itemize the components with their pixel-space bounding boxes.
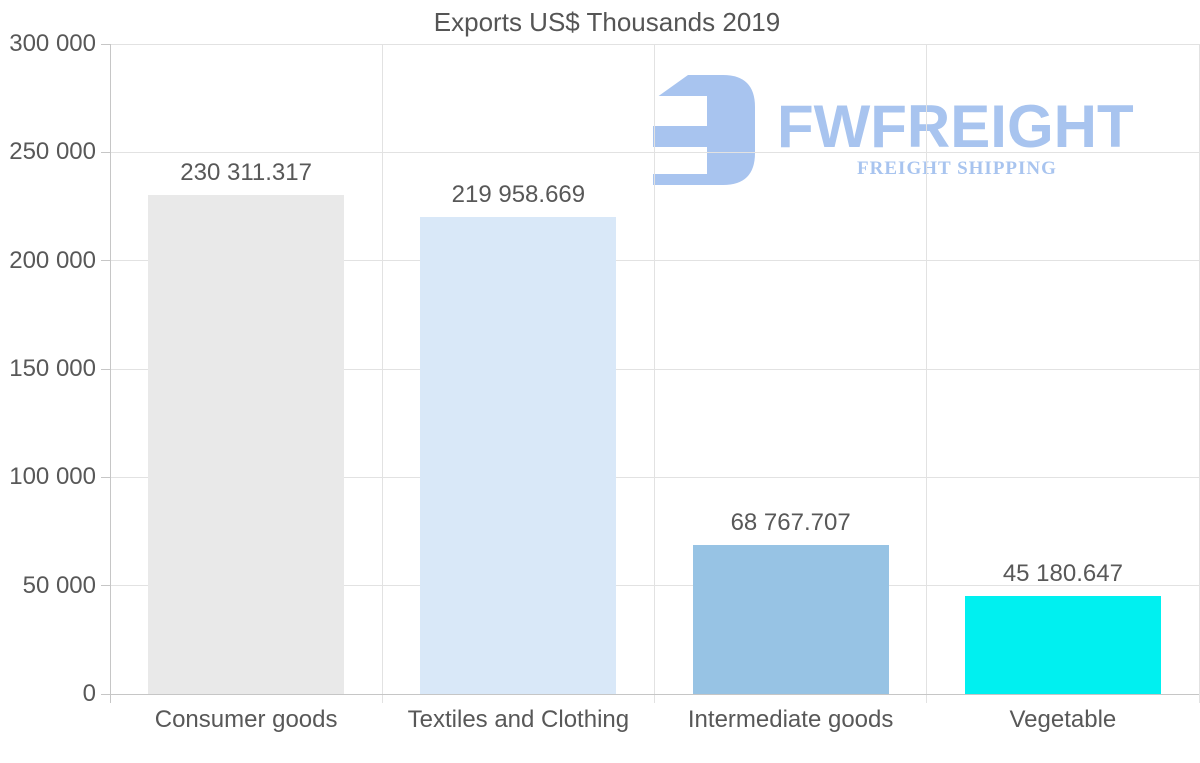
bar-intermediate-goods xyxy=(692,545,889,694)
y-axis-tick xyxy=(101,260,110,262)
x-axis-category-label: Consumer goods xyxy=(154,706,338,733)
logo-subtitle: FREIGHT SHIPPING xyxy=(857,158,1057,179)
y-axis-tick-label: 100 000 xyxy=(9,463,96,491)
logo-wordmark: FWFREIGHT xyxy=(777,93,1134,160)
bar-value-label: 230 311.317 xyxy=(180,158,312,186)
logo-mark-notch-top xyxy=(653,96,707,126)
chart-title: Exports US$ Thousands 2019 xyxy=(433,7,781,37)
y-axis-tick-label: 300 000 xyxy=(9,30,96,57)
logo-mark-icon xyxy=(653,75,755,185)
y-axis-line xyxy=(109,44,111,703)
y-axis-tick xyxy=(101,368,110,370)
y-axis-tick-label: 250 000 xyxy=(9,138,96,166)
bar-value-label: 45 180.647 xyxy=(1002,560,1123,588)
gridline-vertical xyxy=(1198,44,1200,703)
bar-value-label: 68 767.707 xyxy=(730,509,851,536)
gridline-vertical xyxy=(654,44,655,703)
y-axis-tick-label: 50 000 xyxy=(22,571,96,599)
y-axis-tick-label: 0 xyxy=(82,680,96,707)
x-axis-category-label: Vegetable xyxy=(1009,706,1117,733)
bar-value-label: 219 958.669 xyxy=(451,181,586,209)
x-axis-line xyxy=(110,693,1199,695)
bar-textiles-and-clothing xyxy=(420,217,617,694)
y-axis-tick xyxy=(101,43,110,45)
y-axis-tick-label: 200 000 xyxy=(9,246,96,274)
y-axis-tick xyxy=(101,693,110,695)
y-axis-tick xyxy=(101,151,110,153)
bar-consumer-goods xyxy=(148,194,345,694)
y-axis-tick-label: 150 000 xyxy=(9,355,96,382)
y-axis-tick xyxy=(101,476,110,478)
gridline-vertical xyxy=(381,44,383,703)
logo-mark-notch-bottom xyxy=(653,147,707,174)
x-axis-category-label: Textiles and Clothing xyxy=(407,706,630,733)
y-axis-tick xyxy=(101,585,110,587)
bar-vegetable xyxy=(964,596,1161,694)
x-axis-category-label: Intermediate goods xyxy=(687,706,894,733)
gridline-vertical xyxy=(926,44,928,703)
